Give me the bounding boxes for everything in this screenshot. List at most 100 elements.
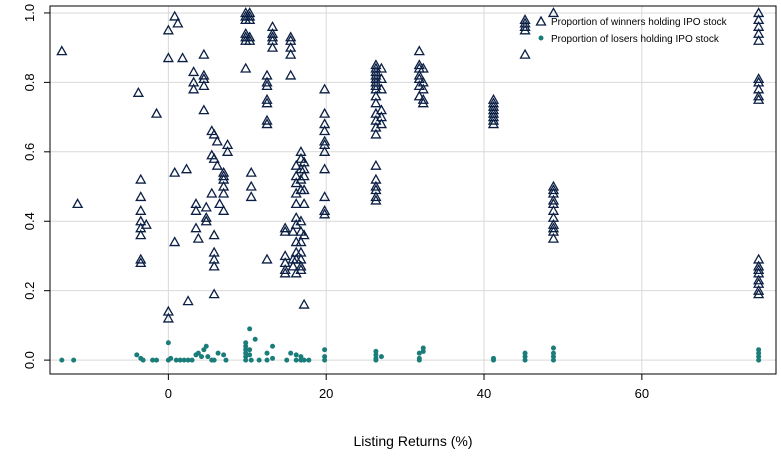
winners-point — [198, 104, 210, 115]
winners-point — [413, 90, 425, 101]
winners-point — [261, 80, 273, 90]
losers-point — [189, 357, 195, 363]
winners-point — [211, 159, 223, 170]
winners-point — [375, 73, 388, 84]
winners-point — [298, 298, 310, 309]
losers-point — [550, 345, 556, 351]
winners-point — [417, 83, 429, 94]
losers-point — [264, 350, 270, 356]
winners-point — [753, 73, 765, 84]
winners-point — [279, 267, 291, 278]
winners-point — [547, 222, 560, 233]
winners-point — [295, 264, 307, 274]
winners-point — [198, 48, 210, 59]
winners-point — [298, 184, 310, 195]
losers-point — [243, 347, 249, 353]
losers-point — [181, 357, 187, 363]
winners-point — [135, 205, 147, 215]
winners-point — [176, 52, 189, 63]
losers-point — [378, 354, 384, 360]
winners-point — [135, 253, 147, 264]
winners-point — [135, 173, 147, 184]
winners-point — [413, 45, 425, 56]
winners-point — [298, 198, 310, 209]
winners-point — [370, 180, 382, 191]
losers-point — [203, 343, 209, 349]
winners-point — [211, 135, 223, 146]
y-tick-label: 0.8 — [22, 73, 37, 91]
winners-point — [172, 17, 184, 28]
losers-point — [134, 352, 140, 358]
losers-point — [243, 357, 249, 363]
x-tick-label: 20 — [319, 386, 333, 401]
losers-point — [140, 357, 146, 363]
winners-point — [413, 69, 425, 80]
winners-point — [135, 191, 147, 202]
y-axis: 0.0 0.2 0.4 0.6 0.8 1.0 — [22, 4, 50, 369]
winners-point — [290, 198, 302, 209]
winners-point — [487, 114, 500, 125]
winners-point — [370, 191, 382, 202]
y-tick-label: 0.4 — [22, 212, 37, 230]
winners-point — [188, 83, 200, 94]
winners-point — [245, 191, 257, 202]
winners-point — [182, 295, 194, 306]
winners-point — [753, 264, 765, 274]
x-axis: 0 20 40 60 — [165, 374, 649, 401]
winners-point — [244, 34, 256, 45]
losers-point — [756, 357, 762, 363]
legend: Proportion of winners holding IPO stock … — [535, 15, 728, 45]
winners-point — [208, 152, 220, 163]
winners-point — [295, 260, 307, 271]
losers-point — [293, 357, 299, 363]
winners-point — [290, 159, 302, 170]
winners-point — [221, 145, 234, 156]
x-tick-label: 60 — [635, 386, 649, 401]
winners-point — [413, 59, 425, 70]
losers-point — [420, 345, 426, 351]
winners-point — [206, 187, 218, 198]
winners-point — [261, 93, 273, 104]
losers-point — [199, 354, 205, 360]
winners-point — [198, 80, 210, 90]
winners-point — [319, 191, 331, 202]
winners-point — [370, 159, 382, 170]
losers-point — [416, 350, 422, 356]
winners-point — [244, 14, 256, 25]
winners-point — [261, 253, 273, 264]
legend-winners-label: Proportion of winners holding IPO stock — [551, 17, 728, 28]
losers-point — [215, 350, 221, 356]
losers-point — [756, 354, 762, 360]
winners-point — [417, 97, 429, 108]
plot-frame — [49, 5, 777, 375]
winners-point — [180, 163, 193, 174]
winners-point — [217, 205, 230, 215]
winners-point — [140, 218, 152, 229]
y-tick-label: 0.6 — [22, 143, 37, 161]
winners-point — [188, 66, 200, 77]
winners-point — [208, 128, 220, 139]
winners-point — [135, 229, 147, 240]
winners-point — [208, 288, 220, 299]
losers-point — [247, 352, 253, 358]
winners-point — [245, 180, 257, 191]
losers-point — [306, 357, 312, 363]
winners-point — [261, 76, 273, 87]
x-axis-title: Listing Returns (%) — [353, 433, 472, 449]
losers-point — [247, 347, 253, 353]
winners-point — [261, 114, 273, 125]
losers-point — [322, 354, 328, 360]
winners-point — [547, 7, 560, 18]
losers-point — [150, 357, 156, 363]
winners-point — [319, 163, 331, 174]
legend-entry-losers: Proportion of losers holding IPO stock — [538, 34, 720, 45]
losers-point — [550, 350, 556, 356]
winners-point — [370, 97, 382, 108]
winners-point — [375, 62, 388, 73]
winners-point — [295, 215, 307, 226]
losers-point — [177, 357, 183, 363]
winners-point — [190, 222, 202, 233]
winners-point — [753, 93, 765, 104]
legend-losers-circle-marker — [538, 35, 544, 41]
